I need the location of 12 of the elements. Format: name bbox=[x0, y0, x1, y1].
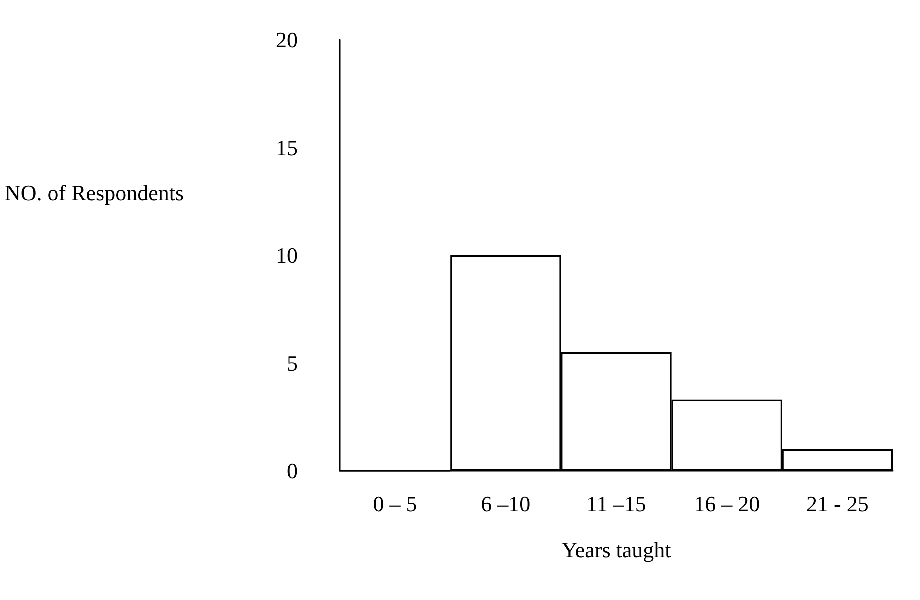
y-tick-label: 20 bbox=[276, 28, 298, 52]
y-tick-label: 5 bbox=[287, 350, 298, 376]
x-tick-label: 16 – 20 bbox=[694, 492, 760, 516]
y-axis-title: NO. of Respondents bbox=[5, 180, 184, 206]
x-tick-label: 6 –10 bbox=[481, 492, 531, 516]
x-axis-title: Years taught bbox=[562, 538, 672, 562]
x-tick-label: 11 –15 bbox=[586, 492, 646, 516]
x-tick-label: 21 - 25 bbox=[806, 492, 869, 516]
x-tick-label: 0 – 5 bbox=[373, 492, 418, 516]
y-tick-label: 0 bbox=[287, 458, 298, 484]
y-tick-label: 10 bbox=[276, 243, 298, 268]
y-tick-label: 15 bbox=[276, 135, 298, 160]
